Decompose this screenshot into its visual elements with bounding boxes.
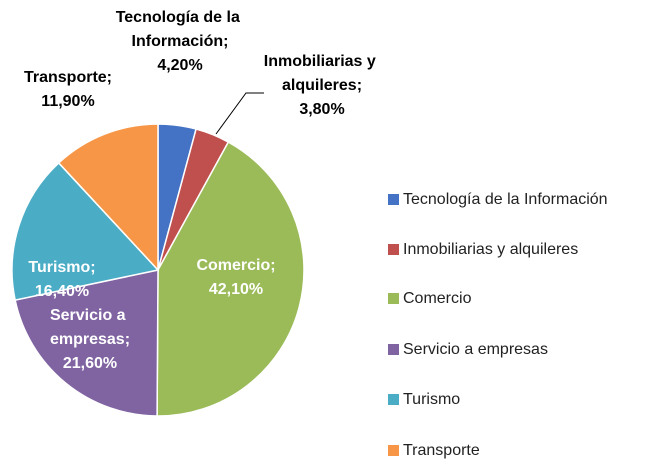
legend-swatch [388, 244, 399, 255]
legend-label: Comercio [403, 290, 472, 307]
legend-label: Tecnología de la Información [403, 191, 608, 208]
leader-line [215, 92, 264, 135]
data-label-separator: ; [107, 69, 112, 86]
legend-swatch [388, 394, 399, 405]
legend-swatch [388, 344, 399, 355]
data-label-name: Transporte [24, 69, 107, 86]
data-label-value: 3,80% [299, 101, 344, 118]
pie-slice [156, 141, 305, 417]
data-label: Tecnología de la Información; 4,20% [116, 9, 245, 74]
pie-slice [57, 123, 159, 272]
pie-slice [14, 269, 159, 417]
data-label-value: 4,20% [157, 57, 202, 74]
data-label: Servicio a empresas; 21,60% [50, 307, 130, 372]
data-label-name: Comercio [196, 257, 270, 274]
data-label-name: Turismo [28, 259, 90, 276]
legend-label: Turismo [403, 391, 460, 408]
data-label: Inmobiliarias y alquileres; 3,80% [264, 53, 380, 118]
legend-swatch [388, 194, 399, 205]
legend-label: Servicio a empresas [403, 341, 548, 358]
data-label-separator: ; [357, 77, 362, 94]
data-label: Comercio; 42,10% [196, 257, 275, 298]
data-label-value: 42,10% [209, 281, 263, 298]
data-label: Turismo; 16,40% [28, 259, 95, 300]
legend-label: Transporte [403, 442, 480, 459]
data-label-name: Tecnología de la Información [116, 9, 245, 50]
data-label-value: 21,60% [63, 355, 117, 372]
data-label-separator: ; [90, 259, 95, 276]
data-label-name: Servicio a empresas [50, 307, 130, 348]
legend-swatch [388, 293, 399, 304]
data-label-separator: ; [270, 257, 275, 274]
data-label-value: 11,90% [41, 93, 94, 110]
data-label-separator: ; [223, 33, 228, 50]
data-label-value: 16,40% [35, 283, 89, 300]
data-label: Transporte; 11,90% [24, 69, 112, 110]
data-label-separator: ; [125, 331, 130, 348]
legend-swatch [388, 445, 399, 456]
legend-label: Inmobiliarias y alquileres [403, 241, 578, 258]
data-label-name: Inmobiliarias y alquileres [264, 53, 380, 94]
pie-slice [11, 161, 160, 301]
